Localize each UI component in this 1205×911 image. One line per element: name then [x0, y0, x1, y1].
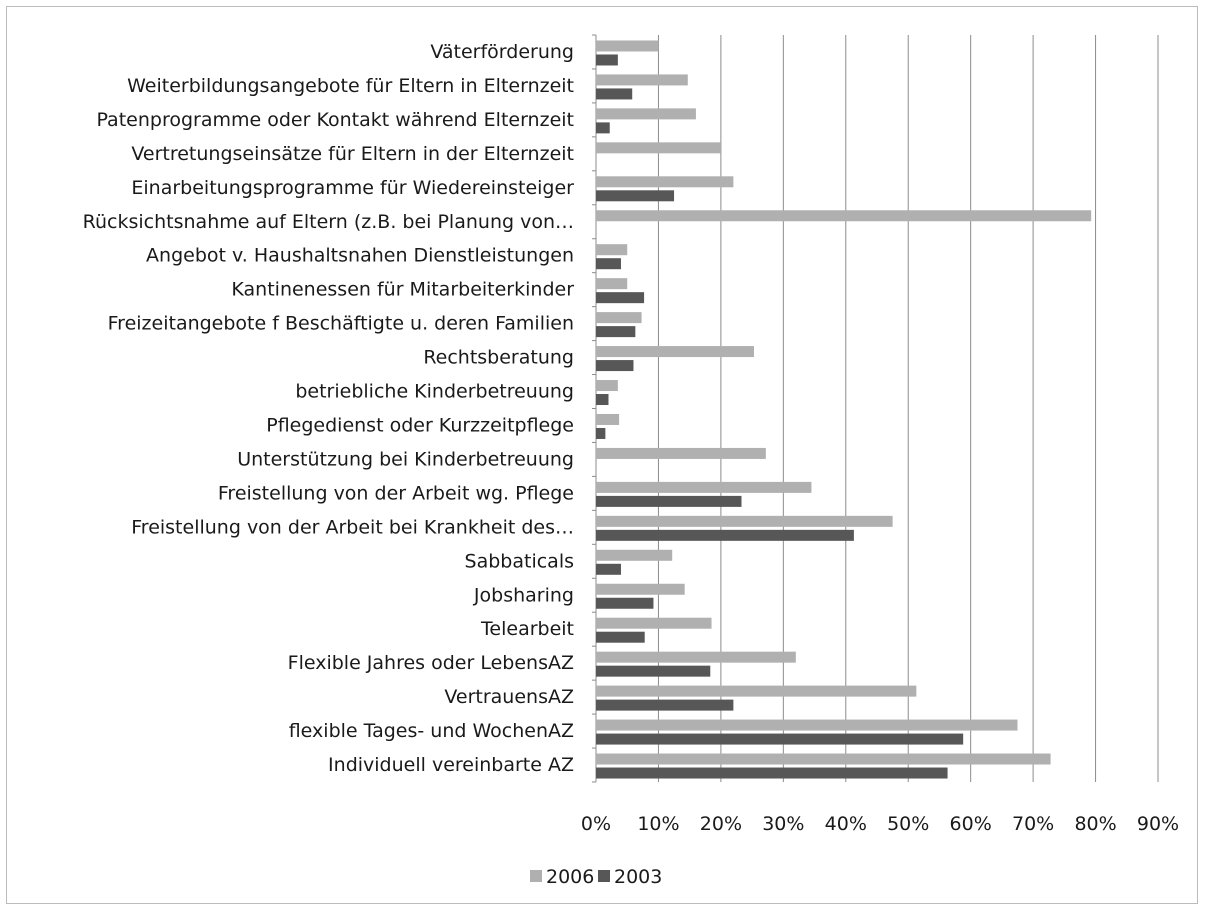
category-label: Weiterbildungsangebote für Eltern in Elt… [127, 75, 574, 97]
category-label: Angebot v. Haushaltsnahen Dienstleistung… [146, 245, 574, 267]
x-tick-label: 30% [762, 813, 804, 835]
bar-2006 [596, 447, 766, 459]
bar-2003 [596, 597, 654, 609]
bar-2006 [596, 278, 628, 290]
bar-2006 [596, 176, 734, 188]
bar-2003 [596, 529, 854, 541]
bar-2006 [596, 312, 642, 324]
bar-2003 [596, 665, 711, 677]
category-label: Rechtsberatung [423, 347, 574, 369]
bar-2006 [596, 651, 796, 663]
category-label: Unterstützung bei Kinderbetreuung [237, 448, 574, 470]
category-label: Freistellung von der Arbeit bei Krankhei… [131, 516, 574, 538]
category-label: Kantinenessen für Mitarbeiterkinder [231, 279, 574, 301]
category-label: Einarbeitungsprogramme für Wiedereinstei… [131, 177, 574, 199]
bar-2003 [596, 427, 606, 439]
bar-2006 [596, 210, 1092, 222]
bar-2006 [596, 413, 620, 425]
bar-2006 [596, 515, 893, 527]
bar-2006 [596, 481, 812, 493]
x-tick-label: 50% [887, 813, 929, 835]
bar-2003 [596, 258, 621, 270]
bar-2003 [596, 699, 734, 711]
x-tick-labels: 0% 10% 20% 30% 40% 50% 60% 70% 80% 90% [581, 813, 1179, 835]
category-label: VertrauensAZ [444, 686, 574, 708]
x-tick-label: 0% [581, 813, 611, 835]
category-label: Rücksichtsnahme auf Eltern (z.B. bei Pla… [83, 211, 574, 233]
bar-2006 [596, 719, 1018, 731]
bar-2003 [596, 292, 645, 304]
bar-2003 [596, 563, 621, 575]
bar-2006 [596, 74, 688, 86]
bar-2006 [596, 685, 917, 697]
x-tick-label: 40% [825, 813, 867, 835]
bar-2006 [596, 40, 659, 52]
bar-2003 [596, 733, 964, 745]
bar-2006 [596, 346, 754, 358]
legend: 2006 2003 [530, 866, 662, 888]
x-tick-label: 20% [700, 813, 742, 835]
bar-2003 [596, 122, 610, 134]
category-label: Patenprogramme oder Kontakt während Elte… [96, 109, 574, 131]
bar-2006 [596, 549, 673, 561]
legend-swatch-2003 [598, 870, 610, 882]
legend-label-2003: 2003 [614, 866, 662, 888]
x-tick-label: 80% [1074, 813, 1116, 835]
category-label: Väterförderung [430, 41, 574, 63]
bar-2003 [596, 631, 645, 643]
bar-2006 [596, 753, 1051, 765]
bar-2006 [596, 108, 696, 120]
bar-2003 [596, 54, 618, 66]
legend-label-2006: 2006 [546, 866, 594, 888]
category-label: Telearbeit [480, 618, 574, 640]
category-label: Individuell vereinbarte AZ [328, 754, 574, 776]
category-label: Vertretungseinsätze für Eltern in der El… [131, 143, 574, 165]
bar-2003 [596, 767, 948, 779]
category-label: Freizeitangebote f Beschäftigte u. deren… [108, 313, 574, 335]
category-label: Jobsharing [473, 584, 574, 606]
category-label: Flexible Jahres oder LebensAZ [288, 652, 574, 674]
x-tick-label: 60% [950, 813, 992, 835]
legend-swatch-2006 [530, 870, 542, 882]
bar-2006 [596, 142, 721, 154]
bars [596, 40, 1092, 779]
bar-2006 [596, 380, 618, 392]
category-label: betriebliche Kinderbetreuung [295, 381, 574, 403]
bar-2006 [596, 244, 628, 256]
category-label: Sabbaticals [465, 550, 574, 572]
category-label: Freistellung von der Arbeit wg. Pflege [218, 482, 574, 504]
bar-2003 [596, 190, 675, 202]
bar-2003 [596, 495, 742, 507]
bar-2003 [596, 326, 636, 338]
bar-2003 [596, 360, 634, 372]
x-tick-label: 10% [637, 813, 679, 835]
category-label: flexible Tages- und WochenAZ [289, 720, 574, 742]
bar-2006 [596, 617, 712, 629]
x-tick-label: 90% [1137, 813, 1179, 835]
bar-2003 [596, 88, 633, 100]
x-tick-label: 70% [1012, 813, 1054, 835]
bar-2006 [596, 583, 685, 595]
bar-2003 [596, 394, 609, 406]
category-label: Pflegedienst oder Kurzzeitpflege [266, 414, 574, 436]
category-labels: Väterförderung Weiterbildungsangebote für… [83, 41, 575, 776]
